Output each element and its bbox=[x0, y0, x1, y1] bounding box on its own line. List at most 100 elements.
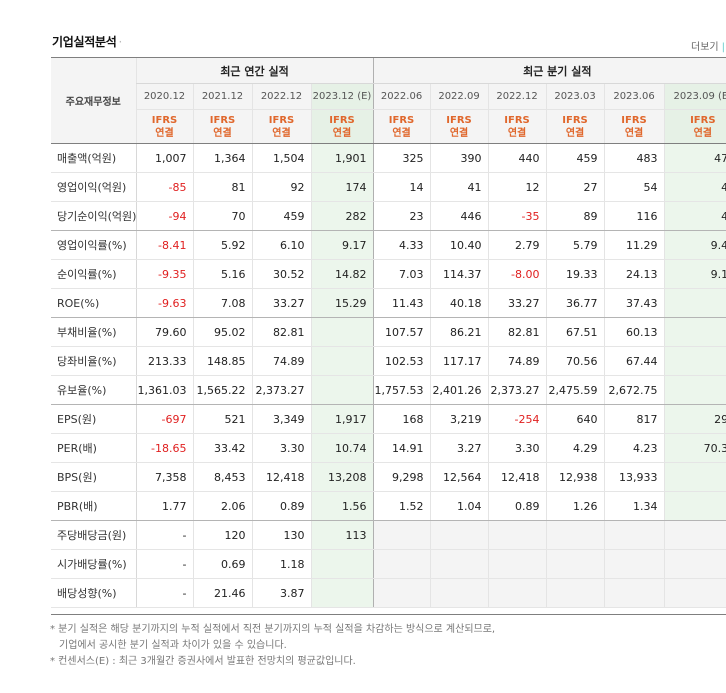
annual-value-cell: -9.35 bbox=[135, 259, 193, 289]
quarter-value-cell: 12,564 bbox=[429, 462, 489, 492]
annual-value-cell: 1,917 bbox=[310, 404, 374, 434]
quarter-period-header: 2022.09 bbox=[429, 83, 489, 110]
annual-value-cell bbox=[310, 317, 374, 347]
annual-period-header: 2022.12 bbox=[251, 83, 311, 110]
footnote-2: 기업에서 공시한 분기 실적과 차이가 있을 수 있습니다. bbox=[59, 640, 287, 651]
annual-value-cell: 21.46 bbox=[192, 578, 252, 608]
quarter-value-cell: 1.34 bbox=[603, 491, 665, 521]
annual-value-cell: 81 bbox=[192, 172, 252, 202]
annual-period-header: 2020.12 bbox=[135, 83, 193, 110]
annual-value-cell: -18.65 bbox=[135, 433, 193, 463]
annual-value-cell: 2.06 bbox=[192, 491, 252, 521]
quarter-value-cell: 1.52 bbox=[372, 491, 431, 521]
quarter-empty-cell bbox=[487, 578, 547, 608]
quarter-value-cell: 9,298 bbox=[372, 462, 431, 492]
quarter-value-cell: 3,219 bbox=[429, 404, 489, 434]
annual-value-cell: 33.42 bbox=[192, 433, 252, 463]
quarter-empty-cell bbox=[429, 578, 489, 608]
quarter-empty-cell bbox=[545, 520, 605, 550]
quarter-value-cell: 390 bbox=[429, 143, 489, 173]
table-row: 순이익률(%) -9.35 5.16 30.52 14.82 7.03 114.37 -8.0… bbox=[51, 259, 726, 289]
quarter-value-cell: 817 bbox=[603, 404, 665, 434]
quarter-value-cell: 14.91 bbox=[372, 433, 431, 463]
quarter-empty-cell bbox=[545, 578, 605, 608]
accounting-type-header: IFRS 연결 bbox=[603, 109, 665, 144]
footnote-3: * 컨센서스(E) : 최근 3개월간 증권사에서 발표한 전망치의 평균값입니… bbox=[50, 656, 356, 667]
table-header: 주요재무정보 최근 연간 실적 최근 분기 실적 2020.12 2021.12 2022… bbox=[51, 58, 726, 144]
quarter-value-cell: 40.18 bbox=[429, 288, 489, 318]
quarter-value-cell: 11.43 bbox=[372, 288, 431, 318]
quarter-value-cell: -35 bbox=[487, 201, 547, 231]
quarter-value-cell: 19.33 bbox=[545, 259, 605, 289]
accounting-type-header: IFRS 연결 bbox=[487, 109, 547, 144]
footnotes: * 분기 실적은 해당 분기까지의 누적 실적에서 직전 분기까지의 누적 실적… bbox=[50, 622, 495, 670]
quarter-empty-cell bbox=[663, 520, 726, 550]
row-label: PER(배) bbox=[51, 433, 137, 463]
quarter-value-cell: 440 bbox=[487, 143, 547, 173]
quarter-value-cell: 459 bbox=[545, 143, 605, 173]
quarter-period-header: 2022.06 bbox=[372, 83, 431, 110]
table-body: 매출액(억원) 1,007 1,364 1,504 1,901 325 390 440 459 4… bbox=[51, 143, 726, 608]
accounting-type-header: IFRS 연결 bbox=[251, 109, 311, 144]
annual-value-cell: - bbox=[135, 549, 193, 579]
ifrs-label: IFRS bbox=[690, 114, 716, 126]
quarter-value-cell: 67.51 bbox=[545, 317, 605, 347]
quarter-value-cell: 2,672.75 bbox=[603, 375, 665, 405]
more-link[interactable]: 더보기 | bbox=[691, 42, 725, 53]
row-label: EPS(원) bbox=[51, 404, 137, 434]
quarter-value-cell: 27 bbox=[545, 172, 605, 202]
annual-value-cell: 148.85 bbox=[192, 346, 252, 376]
quarter-value-cell: 60.13 bbox=[603, 317, 665, 347]
annual-value-cell: 92 bbox=[251, 172, 311, 202]
table-row: 배당성향(%) -21.46 3.87 bbox=[51, 578, 726, 608]
annual-value-cell: 1,504 bbox=[251, 143, 311, 173]
annual-group-header: 최근 연간 실적 bbox=[135, 58, 374, 84]
row-label: 순이익률(%) bbox=[51, 259, 137, 289]
annual-period-header: 2021.12 bbox=[192, 83, 252, 110]
annual-value-cell: 0.89 bbox=[251, 491, 311, 521]
quarter-value-cell: 13,933 bbox=[603, 462, 665, 492]
annual-value-cell: 74.89 bbox=[251, 346, 311, 376]
quarter-value-cell: 89 bbox=[545, 201, 605, 231]
quarter-value-cell: 107.57 bbox=[372, 317, 431, 347]
quarter-empty-cell bbox=[372, 549, 431, 579]
consolidated-label: 연결 bbox=[449, 127, 469, 139]
annual-value-cell: 5.92 bbox=[192, 230, 252, 260]
quarter-empty-cell bbox=[603, 520, 665, 550]
annual-value-cell: 113 bbox=[310, 520, 374, 550]
quarter-value-cell: 5.79 bbox=[545, 230, 605, 260]
quarter-value-cell: 3.30 bbox=[487, 433, 547, 463]
quarter-value-cell: -8.00 bbox=[487, 259, 547, 289]
row-label: 영업이익(억원) bbox=[51, 172, 137, 202]
table-row: BPS(원) 7,358 8,453 12,418 13,208 9,298 12,564 1… bbox=[51, 462, 726, 492]
table-row: ROE(%) -9.63 7.08 33.27 15.29 11.43 40.18 33.27… bbox=[51, 288, 726, 318]
quarter-value-cell: 446 bbox=[429, 201, 489, 231]
annual-value-cell: 2,373.27 bbox=[251, 375, 311, 405]
quarter-value-cell bbox=[663, 375, 726, 405]
annual-value-cell: 1.18 bbox=[251, 549, 311, 579]
quarter-empty-cell bbox=[487, 520, 547, 550]
quarter-value-cell: 2,373.27 bbox=[487, 375, 547, 405]
annual-value-cell bbox=[310, 375, 374, 405]
annual-value-cell: 70 bbox=[192, 201, 252, 231]
quarter-value-cell: 23 bbox=[372, 201, 431, 231]
quarter-value-cell: 12,418 bbox=[487, 462, 547, 492]
annual-value-cell: -8.41 bbox=[135, 230, 193, 260]
quarter-value-cell: 4.29 bbox=[545, 433, 605, 463]
accounting-type-header: IFRS 연결 bbox=[135, 109, 193, 144]
quarter-value-cell: 74.89 bbox=[487, 346, 547, 376]
quarter-value-cell: 472 bbox=[663, 143, 726, 173]
quarter-value-cell: 483 bbox=[603, 143, 665, 173]
accounting-type-header: IFRS 연결 bbox=[663, 109, 726, 144]
annual-value-cell: -697 bbox=[135, 404, 193, 434]
consolidated-label: 연결 bbox=[272, 127, 291, 139]
quarter-empty-cell bbox=[603, 549, 665, 579]
annual-value-cell: 5.16 bbox=[192, 259, 252, 289]
annual-value-cell: 7.08 bbox=[192, 288, 252, 318]
quarter-period-header: 2023.06 bbox=[603, 83, 665, 110]
row-label: 시가배당률(%) bbox=[51, 549, 137, 579]
financial-table-container: 주요재무정보 최근 연간 실적 최근 분기 실적 2020.12 2021.12 2022… bbox=[51, 57, 726, 615]
quarter-value-cell: 36.77 bbox=[545, 288, 605, 318]
table-row: 유보율(%) 1,361.03 1,565.22 2,373.27 1,757.53 2,… bbox=[51, 375, 726, 405]
